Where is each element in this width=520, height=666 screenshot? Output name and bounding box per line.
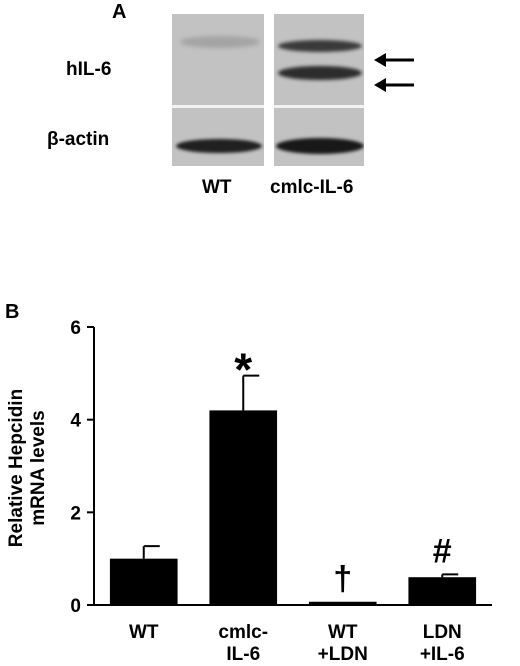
arrow-upper-band-icon <box>374 53 414 67</box>
x-tick-label-3-line2: +IL-6 <box>420 644 465 665</box>
y-axis-title: Relative Hepcidin mRNA levels <box>6 389 49 547</box>
bar-1 <box>209 410 278 605</box>
x-tick-label-2-line1: WT <box>328 622 358 643</box>
significance-mark-2: † <box>333 560 352 598</box>
arrow-lower-band-icon <box>374 78 414 92</box>
band-il6-upper <box>278 40 362 52</box>
band-il6-lower <box>278 66 362 80</box>
x-tick-label-2-line2: +LDN <box>318 644 368 665</box>
x-tick-label-1-line1: cmlc- <box>218 622 268 643</box>
panel-a-letter: A <box>112 1 127 23</box>
y-tick-label-2: 2 <box>70 503 81 524</box>
x-tick-label-0-line1: WT <box>129 622 159 643</box>
significance-mark-1: * <box>234 344 252 396</box>
x-tick-label-1-line2: IL-6 <box>226 644 260 665</box>
panel-b-letter: B <box>5 301 20 323</box>
beta-actin-row-label: β-actin <box>47 129 110 150</box>
y-tick-label-6: 6 <box>70 318 81 339</box>
y-axis-title-line2: mRNA levels <box>28 410 49 525</box>
band-wt-actin <box>176 139 262 153</box>
bar-0 <box>109 558 178 605</box>
significance-mark-3: # <box>433 532 452 570</box>
y-tick-label-0: 0 <box>70 596 81 617</box>
blot-divider-il6 <box>274 105 364 108</box>
hepcidin-bar-chart: Relative Hepcidin mRNA levels 0 2 4 6 * † # W… <box>6 318 492 665</box>
lane-label-wt: WT <box>202 177 232 198</box>
band-il6-actin <box>276 138 364 154</box>
lane-label-cmlc-il6: cmlc-IL-6 <box>270 177 354 198</box>
blot-lane-wt <box>172 14 264 166</box>
y-tick-label-4: 4 <box>70 411 81 432</box>
bar-2 <box>308 601 377 605</box>
band-wt-hil6-faint <box>180 36 260 48</box>
bar-3 <box>408 577 477 605</box>
y-axis-title-line1: Relative Hepcidin <box>6 389 27 547</box>
hil6-row-label: hIL-6 <box>66 59 112 80</box>
blot-divider-wt <box>172 105 264 108</box>
blot-lane-cmlc-il6 <box>274 14 364 166</box>
bars: * † # <box>109 344 477 605</box>
y-ticks: 0 2 4 6 <box>70 318 94 617</box>
x-tick-label-3-line1: LDN <box>423 622 462 643</box>
